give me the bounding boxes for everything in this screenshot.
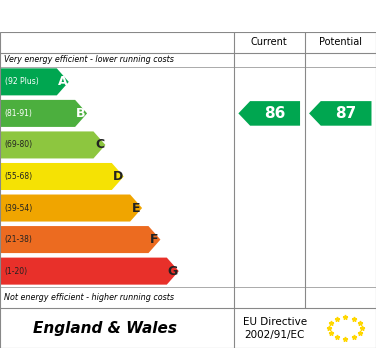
Text: Not energy efficient - higher running costs: Not energy efficient - higher running co… (4, 293, 174, 302)
Polygon shape (1, 195, 142, 222)
Polygon shape (1, 258, 179, 285)
Text: A: A (58, 76, 68, 88)
Text: (55-68): (55-68) (5, 172, 33, 181)
Text: 87: 87 (335, 106, 357, 121)
Text: (92 Plus): (92 Plus) (5, 77, 38, 86)
Text: Very energy efficient - lower running costs: Very energy efficient - lower running co… (4, 55, 174, 64)
Text: G: G (168, 264, 178, 278)
Text: 2002/91/EC: 2002/91/EC (245, 330, 305, 340)
Text: (39-54): (39-54) (5, 204, 33, 213)
Text: EU Directive: EU Directive (243, 317, 307, 327)
Polygon shape (1, 163, 124, 190)
Text: (21-38): (21-38) (5, 235, 32, 244)
Text: (81-91): (81-91) (5, 109, 32, 118)
Polygon shape (1, 68, 69, 95)
Polygon shape (238, 101, 300, 126)
Polygon shape (1, 100, 87, 127)
Text: E: E (132, 201, 140, 214)
Text: (69-80): (69-80) (5, 141, 33, 149)
Text: England & Wales: England & Wales (33, 321, 177, 335)
Text: F: F (150, 233, 159, 246)
Polygon shape (309, 101, 371, 126)
Polygon shape (1, 132, 105, 158)
Polygon shape (1, 226, 161, 253)
Text: (1-20): (1-20) (5, 267, 28, 276)
Text: C: C (95, 139, 104, 151)
Text: 86: 86 (264, 106, 286, 121)
Text: Current: Current (251, 37, 288, 47)
Text: Potential: Potential (319, 37, 362, 47)
Text: B: B (76, 107, 86, 120)
Text: D: D (113, 170, 123, 183)
Text: Energy Efficiency Rating: Energy Efficiency Rating (83, 8, 293, 24)
